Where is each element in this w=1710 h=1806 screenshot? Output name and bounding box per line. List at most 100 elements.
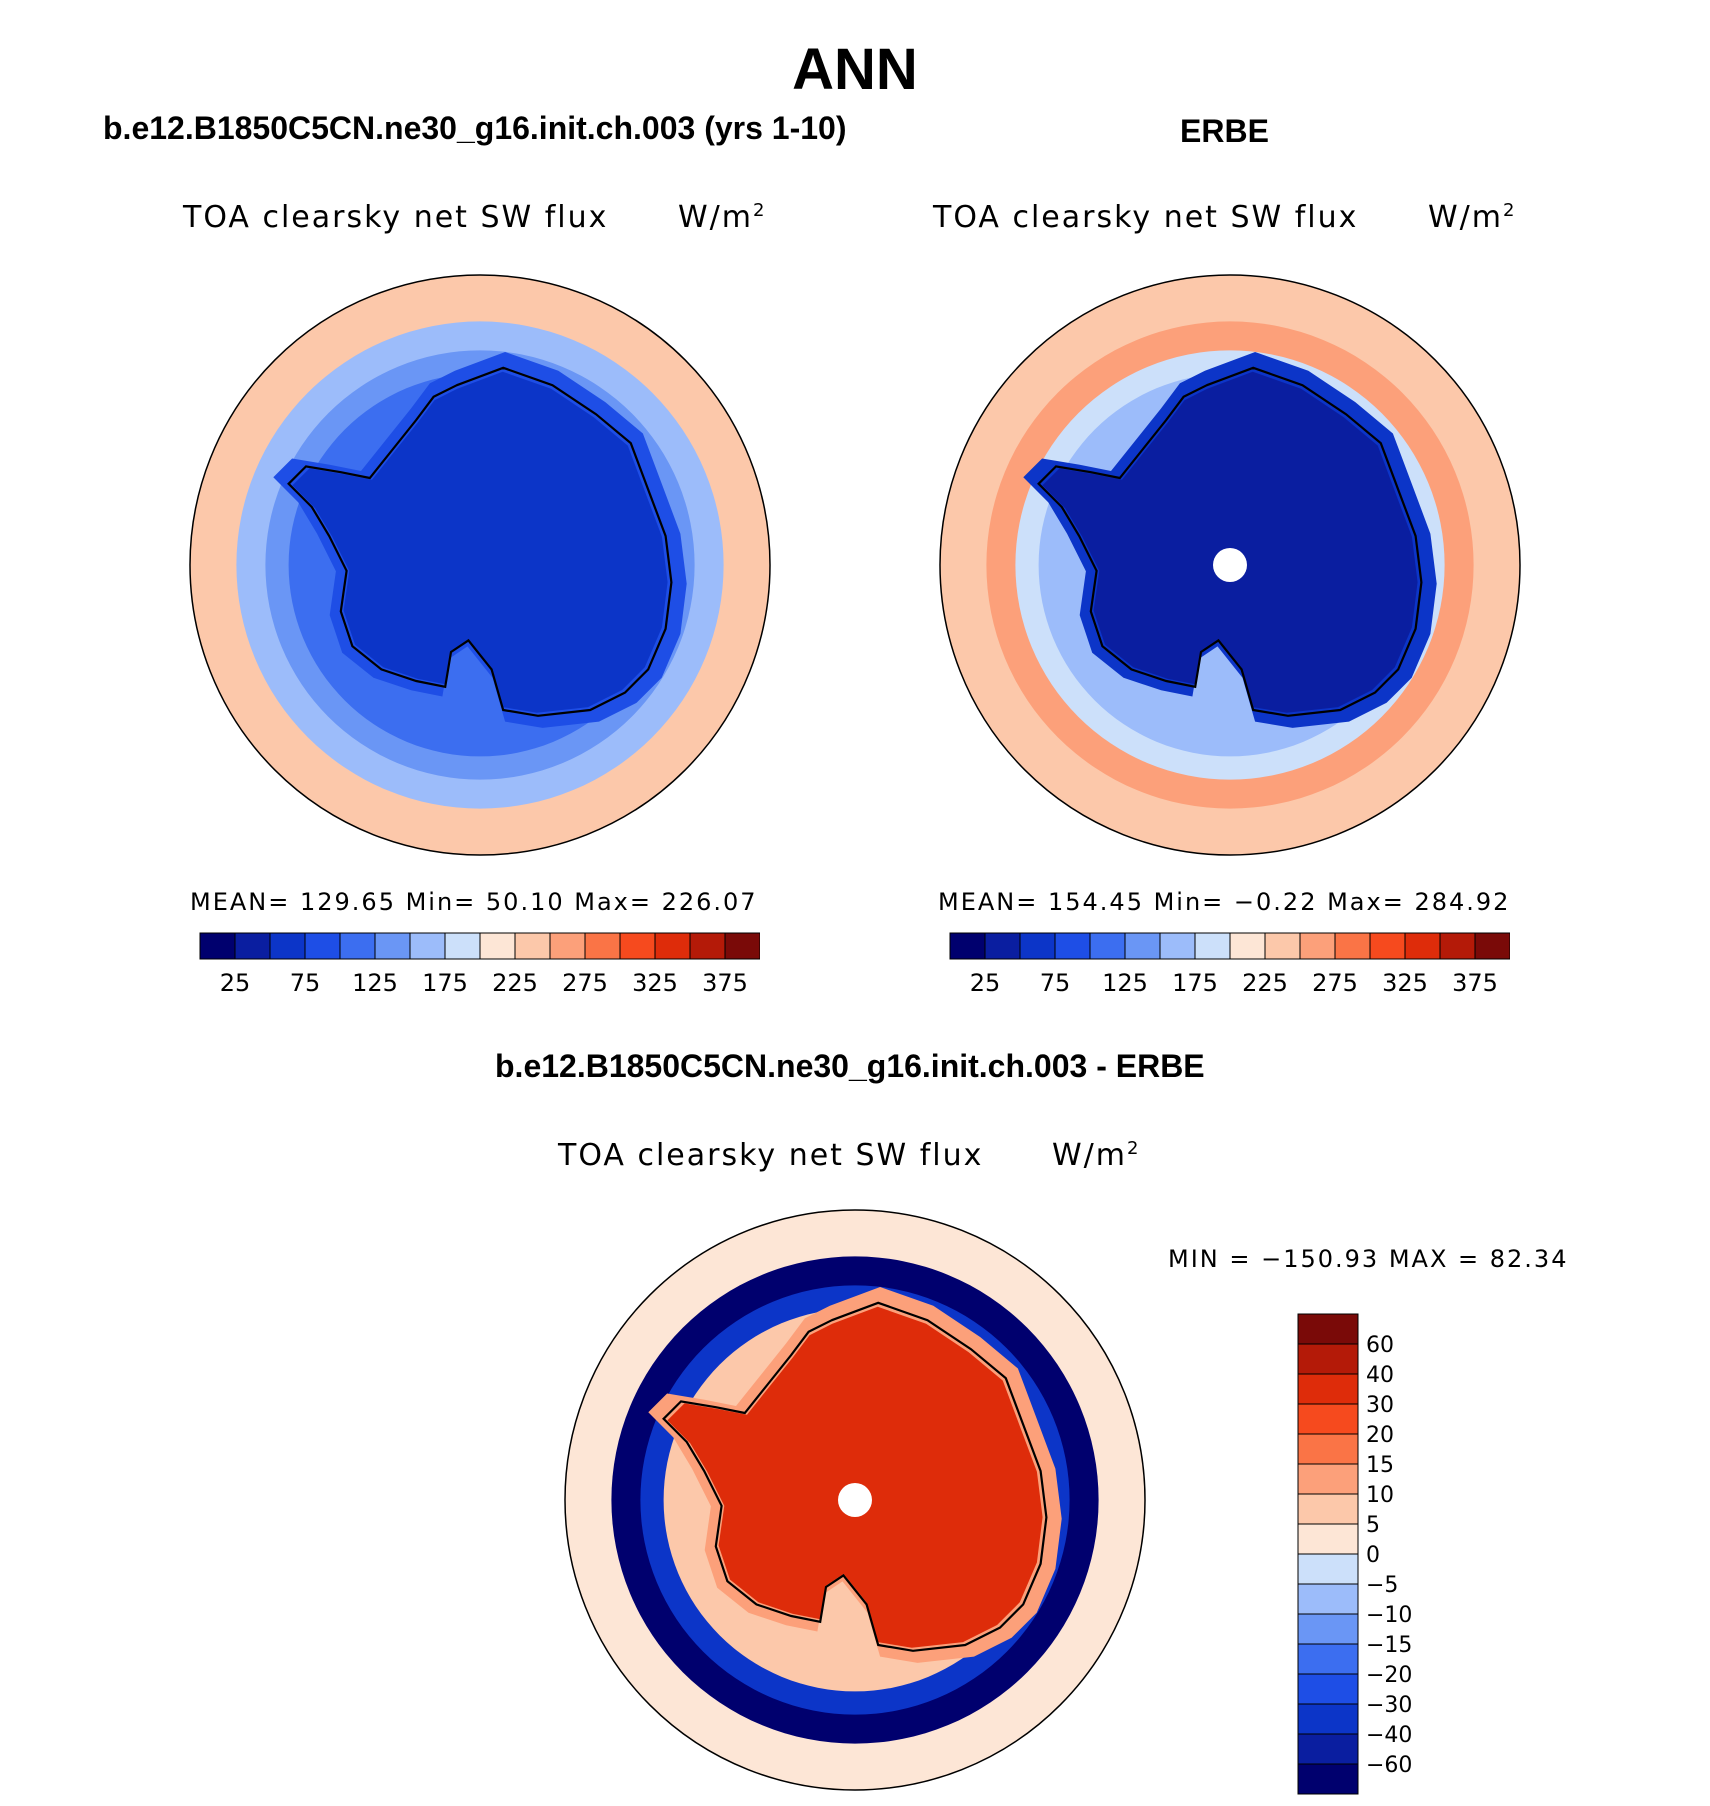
colorbar-tick-label: 325	[1382, 969, 1428, 997]
colorbar-tick-label: 325	[632, 969, 678, 997]
colorbar-tick-label: 175	[422, 969, 468, 997]
colorbar-box	[234, 932, 271, 960]
panel3-case-title: b.e12.B1850C5CN.ne30_g16.init.ch.003 - E…	[495, 1048, 1205, 1084]
colorbar-box	[1297, 1673, 1359, 1705]
panel1-colorbar: 25 75 125 175 225 275 325 375	[199, 932, 760, 997]
colorbar-box	[1334, 932, 1371, 960]
colorbar-box	[549, 932, 586, 960]
colorbar-box	[1297, 1313, 1359, 1345]
colorbar-box	[1297, 1493, 1359, 1525]
panel3-colorbar: 60 40 30 20 15 10 5 0 −5 −10 −15 −20 −30 −40 −60	[1297, 1313, 1412, 1795]
colorbar-tick-label: 10	[1366, 1483, 1394, 1508]
pole-missing-data	[838, 1483, 872, 1517]
colorbar-box	[1297, 1373, 1359, 1405]
colorbar-box	[374, 932, 411, 960]
colorbar-box	[1297, 1733, 1359, 1765]
colorbar-tick-label: −40	[1366, 1723, 1412, 1748]
colorbar-box	[409, 932, 446, 960]
panel3-polar-map	[564, 1209, 1146, 1791]
panel2-units-label: W/m2	[1428, 200, 1517, 235]
colorbar-tick-label: 225	[1242, 969, 1288, 997]
panel3-stats: MIN = −150.93 MAX = 82.34	[1168, 1245, 1569, 1273]
colorbar-tick-label: 25	[970, 969, 1001, 997]
colorbar-box	[1124, 932, 1161, 960]
colorbar-box	[1297, 1523, 1359, 1555]
colorbar-tick-label: 125	[1102, 969, 1148, 997]
colorbar-box	[1297, 1403, 1359, 1435]
colorbar-box	[1297, 1433, 1359, 1465]
pole-missing-data	[1213, 548, 1247, 582]
colorbar-tick-label: 225	[492, 969, 538, 997]
colorbar-tick-label: 125	[352, 969, 398, 997]
colorbar-box	[1159, 932, 1196, 960]
colorbar-tick-label: 275	[562, 969, 608, 997]
colorbar-tick-label: −10	[1366, 1603, 1412, 1628]
colorbar-box	[1297, 1583, 1359, 1615]
panel2-polar-map	[939, 274, 1521, 856]
panel3-units-label: W/m2	[1052, 1138, 1141, 1173]
colorbar-box	[444, 932, 481, 960]
colorbar-box	[1194, 932, 1231, 960]
colorbar-box	[514, 932, 551, 960]
colorbar-box	[1404, 932, 1441, 960]
colorbar-box	[1054, 932, 1091, 960]
coastline	[662, 1301, 1048, 1652]
colorbar-tick-label: 75	[290, 969, 321, 997]
map-border	[939, 274, 1521, 856]
colorbar-box	[619, 932, 656, 960]
colorbar-box	[949, 932, 986, 960]
colorbar-tick-label: 75	[1040, 969, 1071, 997]
colorbar-box	[1229, 932, 1266, 960]
colorbar-tick-label: 15	[1366, 1453, 1394, 1478]
colorbar-box	[479, 932, 516, 960]
map-border	[564, 1209, 1146, 1791]
colorbar-box	[304, 932, 341, 960]
coastline	[287, 366, 673, 717]
colorbar-box	[654, 932, 691, 960]
panel2-case-title: ERBE	[1180, 113, 1269, 149]
colorbar-tick-label: −30	[1366, 1693, 1412, 1718]
colorbar-box	[1369, 932, 1406, 960]
colorbar-tick-label: −5	[1366, 1573, 1398, 1598]
panel3-variable-label: TOA clearsky net SW flux	[558, 1138, 984, 1173]
panel2-variable-label: TOA clearsky net SW flux	[933, 200, 1359, 235]
colorbar-tick-label: 30	[1366, 1393, 1394, 1418]
panel1-variable-label: TOA clearsky net SW flux	[183, 200, 609, 235]
colorbar-box	[1297, 1613, 1359, 1645]
map-border	[189, 274, 771, 856]
panel1-polar-map	[189, 274, 771, 856]
colorbar-tick-label: 0	[1366, 1543, 1380, 1568]
colorbar-tick-label: 175	[1172, 969, 1218, 997]
colorbar-box	[689, 932, 726, 960]
colorbar-box	[269, 932, 306, 960]
colorbar-box	[1297, 1553, 1359, 1585]
colorbar-tick-label: 20	[1366, 1423, 1394, 1448]
colorbar-box	[199, 932, 236, 960]
colorbar-tick-label: 60	[1366, 1333, 1394, 1358]
colorbar-box	[1297, 1703, 1359, 1735]
colorbar-box	[584, 932, 621, 960]
colorbar-box	[1019, 932, 1056, 960]
main-title: ANN	[792, 37, 918, 102]
colorbar-box	[1264, 932, 1301, 960]
colorbar-tick-label: 25	[220, 969, 251, 997]
panel2-colorbar: 25 75 125 175 225 275 325 375	[949, 932, 1510, 997]
colorbar-box	[339, 932, 376, 960]
colorbar-box	[724, 932, 760, 960]
colorbar-box	[1089, 932, 1126, 960]
colorbar-box	[1297, 1343, 1359, 1375]
colorbar-box	[1297, 1643, 1359, 1675]
map-continent-fill	[1042, 371, 1418, 713]
colorbar-tick-label: 5	[1366, 1513, 1380, 1538]
map-continent-fill	[292, 371, 668, 713]
colorbar-box	[1474, 932, 1510, 960]
colorbar-tick-label: 275	[1312, 969, 1358, 997]
colorbar-tick-label: 40	[1366, 1363, 1394, 1388]
colorbar-tick-label: −15	[1366, 1633, 1412, 1658]
colorbar-box	[1297, 1463, 1359, 1495]
panel1-case-title: b.e12.B1850C5CN.ne30_g16.init.ch.003 (yr…	[103, 110, 847, 146]
panel1-stats: MEAN= 129.65 Min= 50.10 Max= 226.07	[190, 888, 758, 916]
map-continent-fill	[667, 1306, 1043, 1648]
coastline	[1037, 366, 1423, 717]
colorbar-box	[1297, 1763, 1359, 1795]
